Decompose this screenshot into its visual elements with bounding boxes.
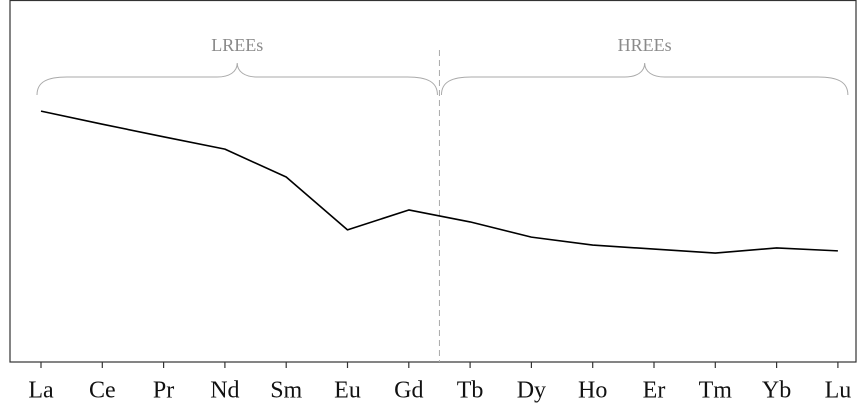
- data-line: [40, 110, 838, 254]
- x-tick-label: Tm: [699, 378, 733, 404]
- x-tick-label: Pr: [153, 378, 174, 404]
- plot-frame: [9, 0, 857, 363]
- x-tick-label: La: [28, 378, 54, 404]
- x-tick-label: Ho: [578, 378, 607, 404]
- group-label: LREEs: [211, 35, 263, 55]
- x-tick-label: Nd: [210, 378, 239, 404]
- x-tick-label: Yb: [762, 378, 791, 404]
- x-tick-label: Ce: [89, 378, 116, 404]
- x-tick-label: Gd: [394, 378, 423, 404]
- x-tick-label: Sm: [270, 378, 302, 404]
- x-tick-label: Lu: [825, 378, 852, 404]
- group-label: HREEs: [618, 35, 672, 55]
- x-tick-label: Er: [643, 378, 666, 404]
- group-brace: [36, 62, 438, 96]
- x-tick-label: Dy: [517, 378, 546, 404]
- x-tick-label: Tb: [457, 378, 484, 404]
- group-brace: [440, 62, 849, 96]
- x-tick-label: Eu: [334, 378, 361, 404]
